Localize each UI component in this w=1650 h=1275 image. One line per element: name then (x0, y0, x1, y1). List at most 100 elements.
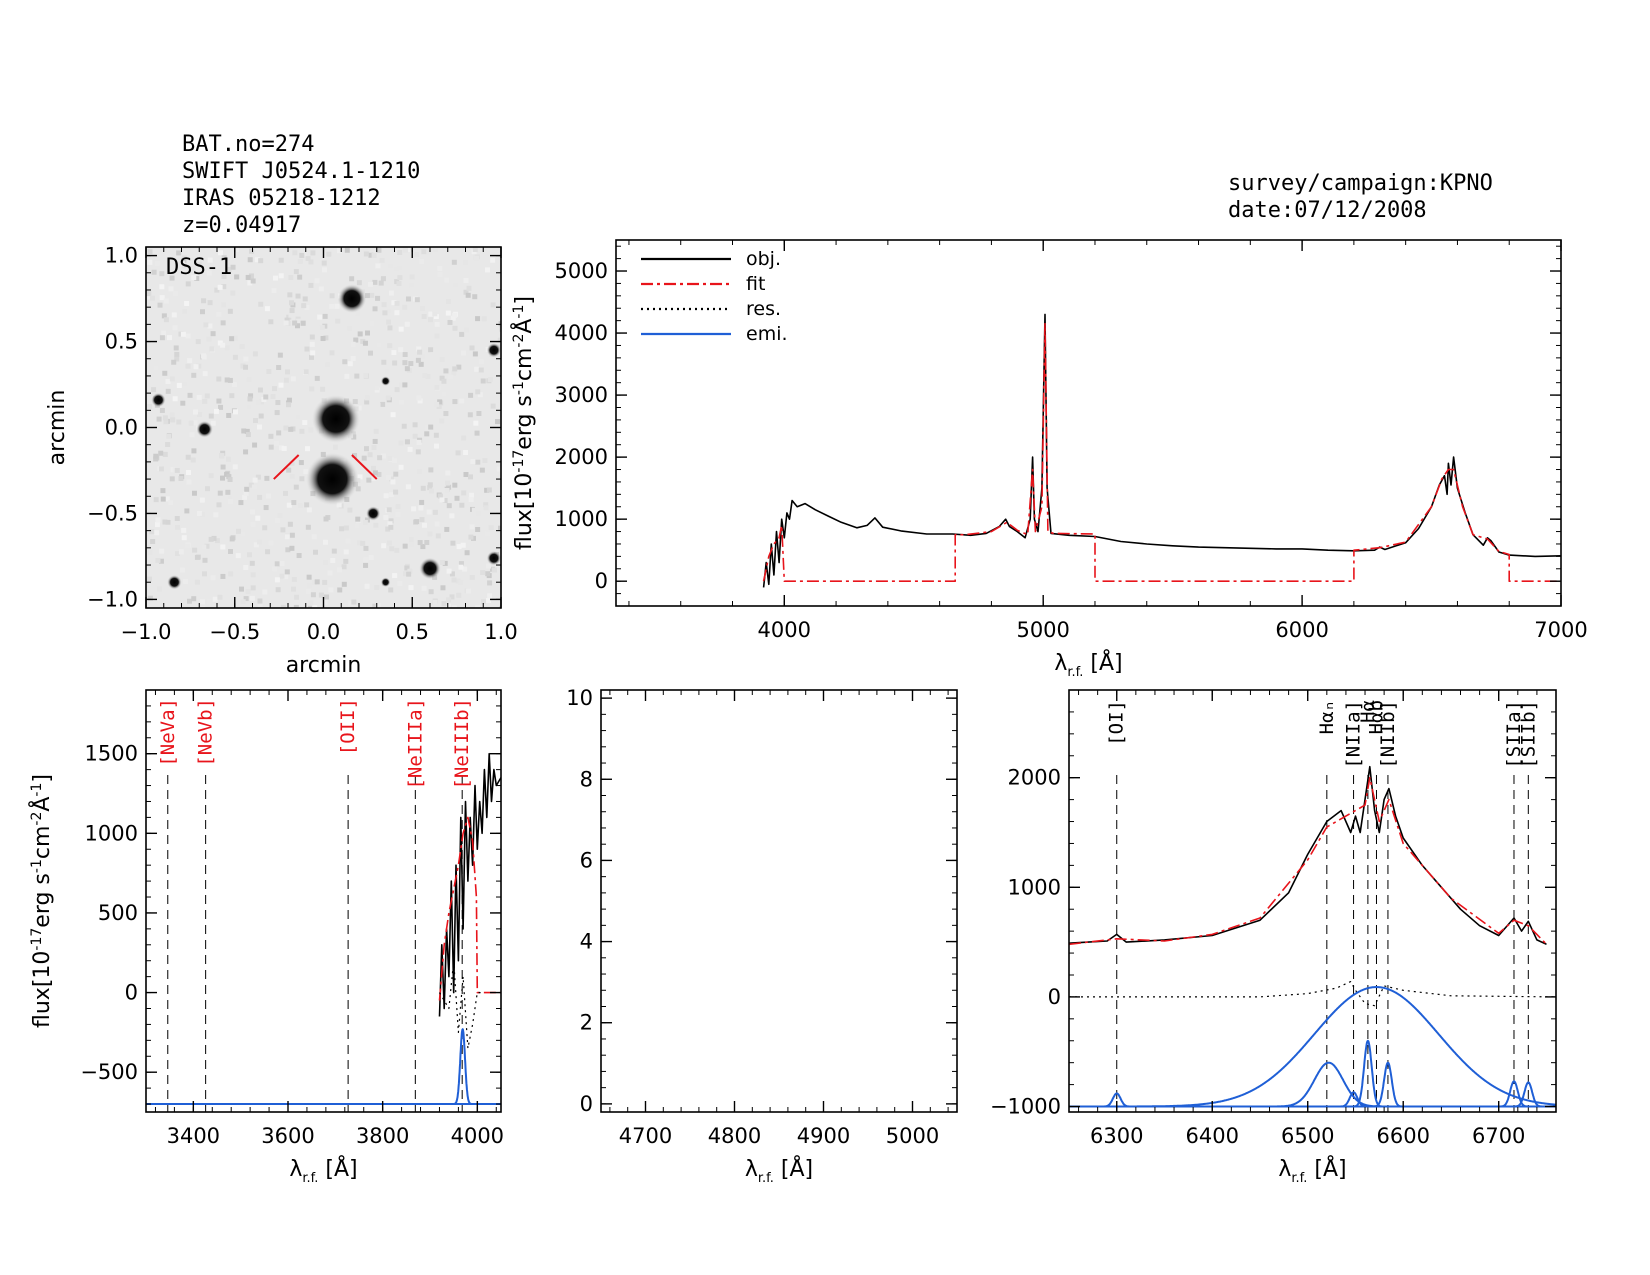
x-tick-label: 6400 (1186, 1124, 1239, 1148)
sky-noise (220, 464, 226, 470)
sky-noise (306, 507, 312, 513)
sky-noise (240, 599, 246, 605)
sky-noise (252, 442, 258, 448)
sky-noise (351, 599, 357, 605)
sky-noise (490, 403, 496, 409)
sky-noise (486, 598, 492, 604)
sky-noise (220, 320, 226, 326)
sky-noise (434, 384, 440, 390)
sky-noise (323, 516, 329, 522)
sky-noise (409, 282, 415, 288)
sky-noise (301, 303, 307, 309)
sky-noise (415, 357, 421, 363)
sky-noise (209, 346, 215, 352)
obj-spectrum (1069, 765, 1547, 946)
sky-noise (304, 502, 310, 508)
x-tick-label: 5000 (1016, 618, 1069, 642)
sky-noise (364, 293, 370, 299)
sky-noise (450, 540, 456, 546)
sky-noise (422, 373, 428, 379)
sky-noise (405, 296, 411, 302)
y-tick-label: 2000 (555, 445, 608, 469)
sky-noise (473, 420, 479, 426)
source (486, 342, 501, 358)
sky-noise (153, 456, 159, 462)
sky-noise (363, 446, 369, 452)
sky-noise (480, 570, 486, 576)
sky-noise (409, 274, 415, 280)
sky-noise (464, 550, 470, 556)
sky-noise (392, 360, 398, 366)
sky-noise (172, 396, 178, 402)
sky-noise (447, 463, 453, 469)
sky-noise (218, 404, 224, 410)
sky-noise (195, 339, 201, 345)
sky-noise (165, 378, 171, 384)
fit-spectrum (762, 322, 1561, 582)
sky-noise (463, 260, 469, 266)
sky-noise (487, 376, 493, 382)
sky-noise (369, 320, 375, 326)
sky-noise (428, 311, 434, 317)
sky-noise (217, 284, 223, 290)
sky-noise (289, 532, 295, 538)
sky-noise (385, 395, 391, 401)
sky-noise (247, 257, 253, 263)
sky-noise (291, 586, 297, 592)
sky-noise (442, 498, 448, 504)
sky-noise (355, 516, 361, 522)
sky-noise (458, 564, 464, 570)
y-tick-label: 8 (580, 767, 593, 791)
sky-noise (387, 521, 393, 527)
sky-noise (407, 446, 413, 452)
sky-noise (428, 424, 434, 430)
sky-noise (364, 583, 370, 589)
sky-noise (486, 487, 492, 493)
sky-noise (395, 504, 401, 510)
sky-noise (462, 566, 468, 572)
sky-noise (421, 313, 427, 319)
y-axis-label: flux[10-17erg s-1cm-2Å-1] (510, 296, 537, 550)
sky-noise (401, 423, 407, 429)
source (306, 452, 359, 506)
sky-noise (180, 400, 186, 406)
sky-noise (278, 445, 284, 451)
sky-noise (252, 477, 258, 483)
sky-noise (248, 393, 254, 399)
emi-component (1069, 1061, 1556, 1108)
sky-noise (304, 346, 310, 352)
sky-noise (357, 331, 363, 337)
sky-noise (196, 363, 202, 369)
sky-noise (293, 604, 299, 608)
sky-noise (336, 248, 342, 254)
sky-noise (228, 548, 234, 554)
sky-noise (219, 453, 225, 459)
sky-noise (383, 514, 389, 520)
sky-noise (322, 313, 328, 319)
sky-noise (407, 568, 413, 574)
sky-noise (357, 474, 363, 480)
sky-noise (147, 549, 153, 555)
sky-noise (257, 598, 263, 604)
sky-noise (286, 502, 292, 508)
sky-noise (350, 356, 356, 362)
sky-noise (287, 292, 293, 298)
line-label: [NIIb] (1377, 700, 1399, 769)
sky-noise (243, 356, 249, 362)
sky-noise (344, 373, 350, 379)
sky-noise (376, 247, 382, 253)
sky-noise (474, 255, 480, 261)
sky-noise (340, 333, 346, 339)
sky-noise (458, 580, 464, 586)
header-left-2: IRAS 05218-1212 (182, 186, 381, 211)
fit-spectrum (1069, 776, 1548, 946)
sky-noise (366, 477, 372, 483)
sky-noise (426, 509, 432, 515)
sky-noise (371, 476, 377, 482)
sky-noise (471, 535, 477, 541)
y-tick-label: −0.5 (87, 501, 138, 525)
sky-noise (242, 262, 248, 268)
sky-noise (190, 457, 196, 463)
sky-noise (274, 518, 280, 524)
sky-noise (285, 402, 291, 408)
